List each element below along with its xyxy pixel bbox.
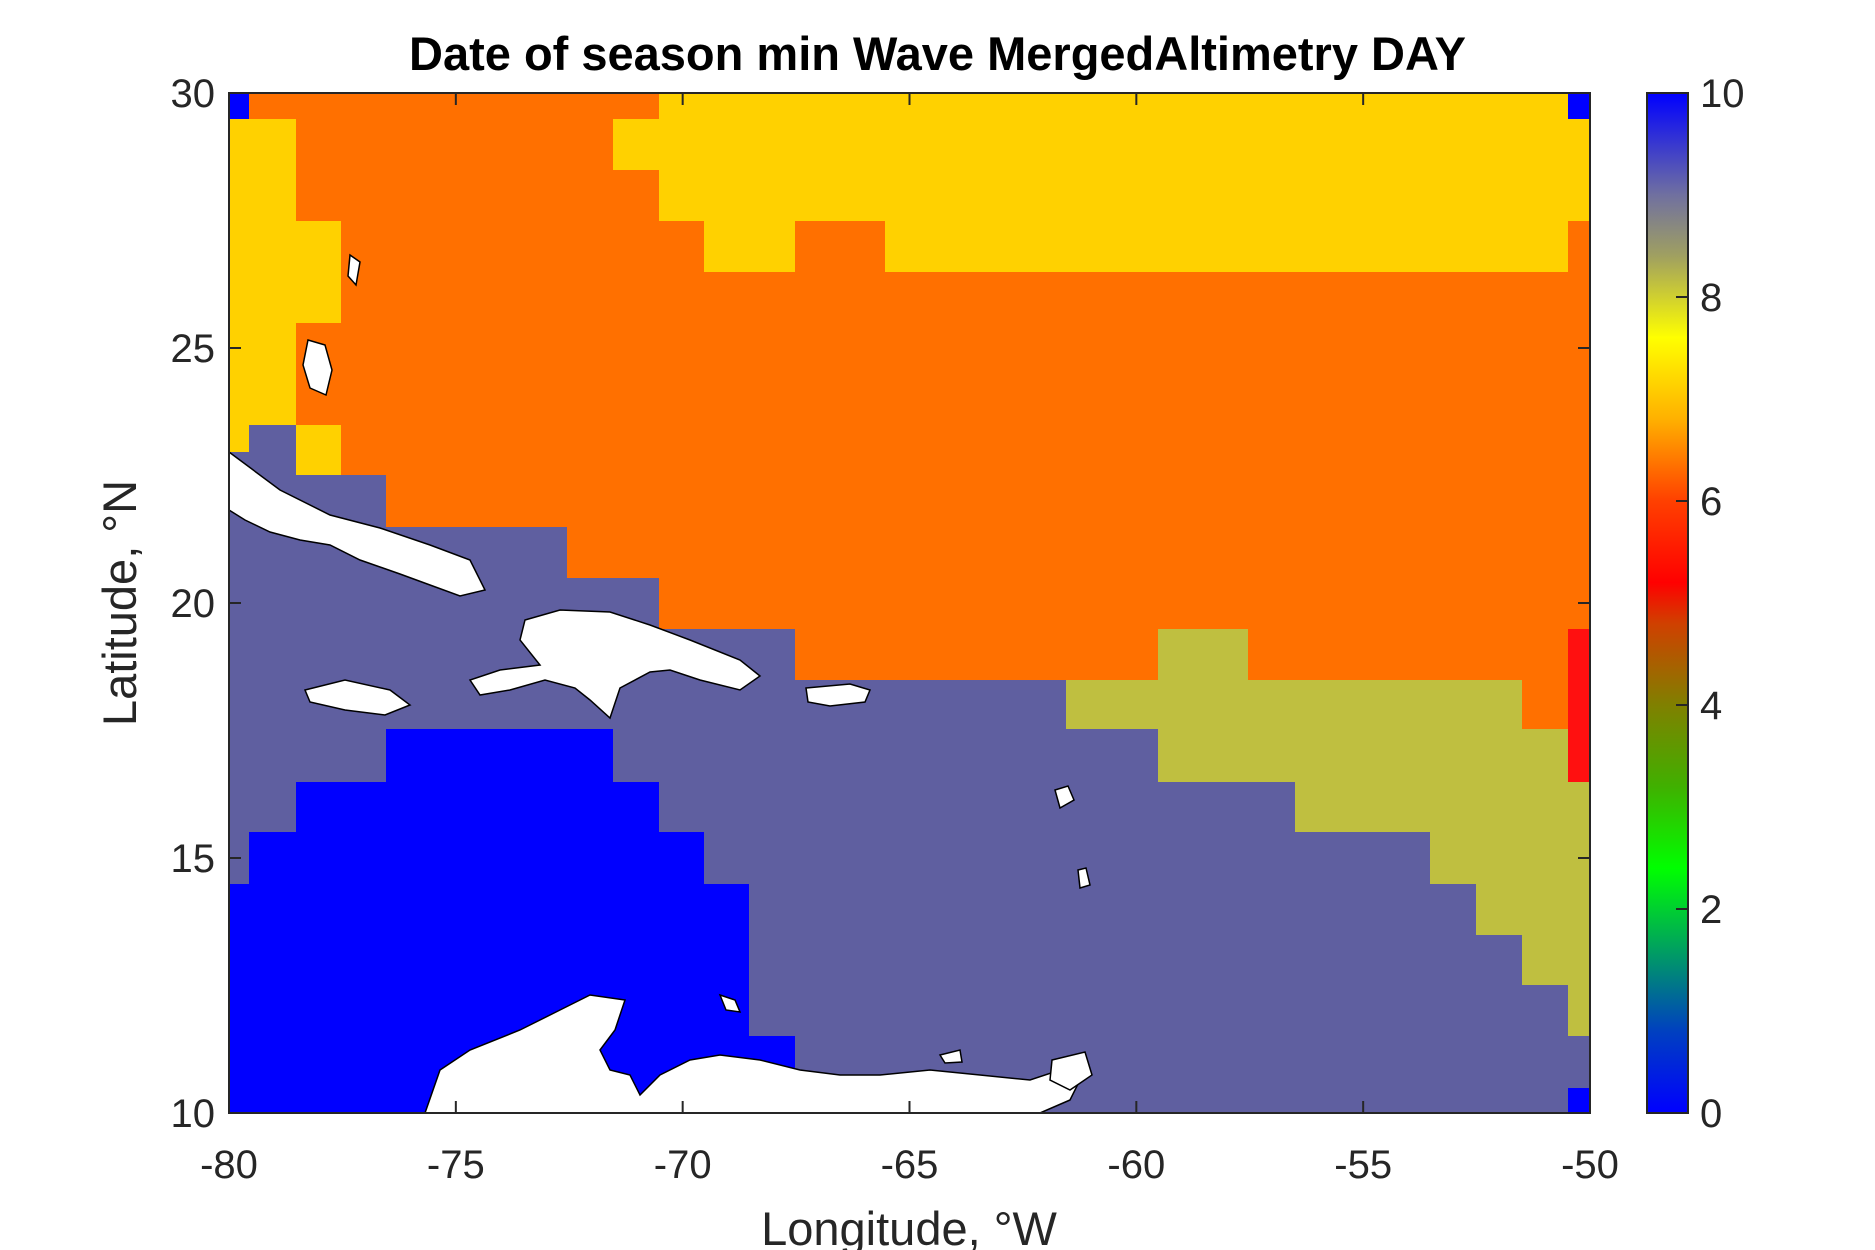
colorbar-tick-label: 6 xyxy=(1700,480,1722,524)
land-cuba xyxy=(228,450,487,597)
region-olive-se xyxy=(1066,629,1590,1036)
region-red-east xyxy=(1568,629,1590,782)
land-hispaniola xyxy=(468,609,762,720)
cell-blue-se-corner xyxy=(1568,1088,1590,1113)
y-axis-ticks: 10 15 20 25 30 xyxy=(171,72,1590,1136)
colorbar-tick-label: 0 xyxy=(1700,1092,1722,1136)
land-bahamas-andros xyxy=(302,339,333,397)
colorbar-ticks: 0 2 4 6 8 10 xyxy=(1676,72,1745,1136)
y-tick-label: 25 xyxy=(171,327,216,371)
land-curacao xyxy=(718,993,742,1013)
y-tick-label: 15 xyxy=(171,837,216,881)
x-tick-label: -80 xyxy=(200,1143,258,1187)
region-yellow-nw xyxy=(229,119,341,475)
x-tick-label: -65 xyxy=(881,1143,939,1187)
map-area xyxy=(228,93,1590,1114)
land-trinidad xyxy=(1049,1051,1093,1091)
y-tick-label: 10 xyxy=(171,1092,216,1136)
colorbar-tick-label: 8 xyxy=(1700,276,1722,320)
region-blue-sw xyxy=(229,729,795,1113)
colorbar-tick-label: 2 xyxy=(1700,888,1722,932)
colorbar: 0 2 4 6 8 10 xyxy=(1646,72,1745,1136)
land-puerto-rico xyxy=(805,683,872,707)
x-tick-label: -60 xyxy=(1107,1143,1165,1187)
land-masses xyxy=(228,253,1093,1114)
land-martinique xyxy=(1077,867,1091,889)
y-axis-label: Latitude, °N xyxy=(93,480,146,726)
cell-blue-ne-corner xyxy=(1568,93,1590,119)
colorbar-tick-label: 10 xyxy=(1700,72,1745,116)
cell-blue-nw-corner xyxy=(229,93,249,119)
chart-title: Date of season min Wave MergedAltimetry … xyxy=(409,27,1466,80)
x-axis-label: Longitude, °W xyxy=(761,1202,1057,1250)
x-axis-ticks: -80 -75 -70 -65 -60 -55 -50 xyxy=(200,93,1619,1187)
colorbar-tick-label: 4 xyxy=(1700,684,1722,728)
x-tick-label: -70 xyxy=(654,1143,712,1187)
x-tick-label: -75 xyxy=(427,1143,485,1187)
land-isla-margarita xyxy=(938,1049,963,1064)
region-yellow-ne xyxy=(613,93,1590,272)
x-tick-label: -55 xyxy=(1334,1143,1392,1187)
y-tick-label: 20 xyxy=(171,582,216,626)
land-jamaica xyxy=(303,679,412,716)
y-tick-label: 30 xyxy=(171,72,216,116)
colorbar-gradient xyxy=(1646,92,1689,1114)
x-tick-label: -50 xyxy=(1561,1143,1619,1187)
land-guadeloupe xyxy=(1054,785,1075,810)
land-bahamas-abaco xyxy=(347,253,361,287)
